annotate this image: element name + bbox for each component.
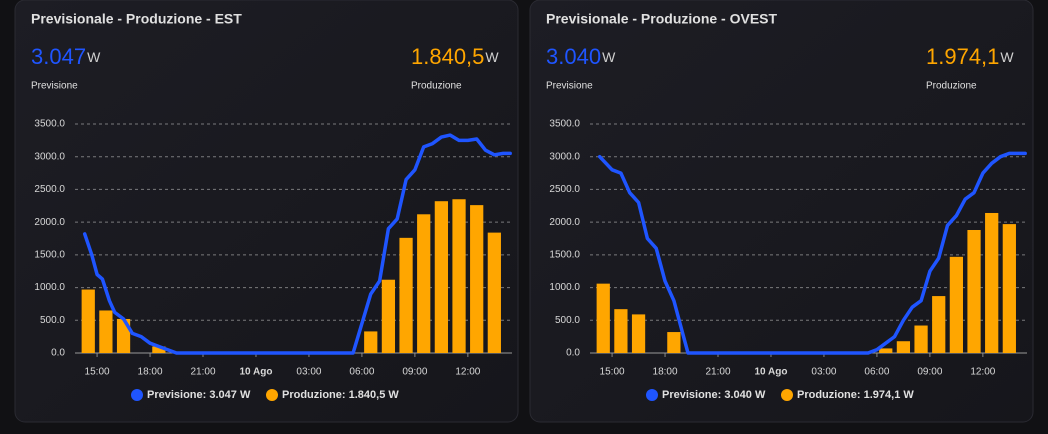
stat-value: 3.047: [31, 44, 86, 69]
y-tick-label: 1000.0: [34, 282, 65, 293]
bar: [614, 309, 628, 353]
stat-value: 1.840,5: [411, 44, 484, 69]
x-tick-label: 09:00: [917, 367, 942, 378]
bar: [434, 201, 448, 353]
bar: [631, 314, 646, 353]
bar: [364, 331, 378, 353]
legend-label: Previsione: 3.047 W: [147, 389, 251, 401]
stat-unit: W: [485, 49, 499, 65]
y-tick-label: 2500.0: [34, 184, 65, 195]
bar: [487, 232, 501, 353]
stat-label: Produzione: [411, 81, 462, 92]
bar: [470, 205, 484, 353]
bar: [1002, 224, 1016, 353]
x-tick-label: 15:00: [600, 367, 625, 378]
y-tick-label: 3000.0: [34, 151, 65, 162]
bar: [99, 310, 113, 353]
stat: 1.974,1W: [926, 44, 1014, 69]
x-tick-label: 15:00: [85, 367, 110, 378]
stat-label: Previsione: [31, 81, 78, 92]
stat-unit: W: [87, 49, 101, 65]
card-title: Previsionale - Produzione - OVEST: [546, 11, 777, 27]
x-tick-label: 12:00: [970, 367, 995, 378]
x-tick-label: 03:00: [811, 367, 836, 378]
bar: [596, 283, 610, 353]
y-tick-label: 0.0: [51, 348, 65, 359]
legend-label: Produzione: 1.840,5 W: [282, 389, 399, 401]
stat-unit: W: [1000, 49, 1014, 65]
x-tick-label: 18:00: [138, 367, 163, 378]
stat: 3.047W: [31, 44, 101, 69]
stat-value: 3.040: [546, 44, 601, 69]
stat: 3.040W: [546, 44, 616, 69]
y-tick-label: 500.0: [40, 315, 65, 326]
bar: [667, 332, 681, 353]
y-tick-label: 3500.0: [34, 119, 65, 130]
legend-marker: [781, 389, 793, 401]
legend-marker: [266, 389, 278, 401]
y-tick-label: 1000.0: [549, 282, 580, 293]
y-tick-label: 1500.0: [34, 249, 65, 260]
bar: [381, 279, 396, 353]
bar: [452, 199, 466, 353]
x-tick-label: 10 Ago: [239, 367, 272, 378]
bar: [879, 348, 893, 353]
bar: [932, 296, 946, 353]
bar: [399, 237, 413, 353]
x-tick-label: 21:00: [705, 367, 730, 378]
x-tick-label: 06:00: [864, 367, 889, 378]
y-tick-label: 2500.0: [549, 184, 580, 195]
bar: [914, 325, 928, 353]
y-tick-label: 3000.0: [549, 151, 580, 162]
x-tick-label: 12:00: [455, 367, 480, 378]
bar: [967, 229, 981, 353]
stat-label: Previsione: [546, 81, 593, 92]
legend-label: Previsione: 3.040 W: [662, 389, 766, 401]
bar: [81, 289, 95, 353]
bar: [152, 346, 166, 353]
legend-label: Produzione: 1.974,1 W: [797, 389, 914, 401]
bar: [949, 256, 963, 353]
y-tick-label: 1500.0: [549, 249, 580, 260]
x-tick-label: 18:00: [653, 367, 678, 378]
bar: [417, 214, 431, 353]
line: [597, 151, 1027, 355]
stat-value: 1.974,1: [926, 44, 999, 69]
x-tick-label: 09:00: [402, 367, 427, 378]
legend-marker: [646, 389, 658, 401]
stat-label: Produzione: [926, 81, 977, 92]
stat: 1.840,5W: [411, 44, 499, 69]
legend-marker: [131, 389, 143, 401]
bar: [896, 341, 911, 353]
y-tick-label: 2000.0: [549, 217, 580, 228]
y-tick-label: 2000.0: [34, 217, 65, 228]
y-tick-label: 3500.0: [549, 119, 580, 130]
y-tick-label: 500.0: [555, 315, 580, 326]
card-title: Previsionale - Produzione - EST: [31, 11, 242, 27]
x-tick-label: 03:00: [296, 367, 321, 378]
x-tick-label: 10 Ago: [754, 367, 787, 378]
x-tick-label: 06:00: [349, 367, 374, 378]
bar: [985, 212, 999, 353]
line: [82, 133, 512, 355]
x-tick-label: 21:00: [190, 367, 215, 378]
y-tick-label: 0.0: [566, 348, 580, 359]
stat-unit: W: [602, 49, 616, 65]
